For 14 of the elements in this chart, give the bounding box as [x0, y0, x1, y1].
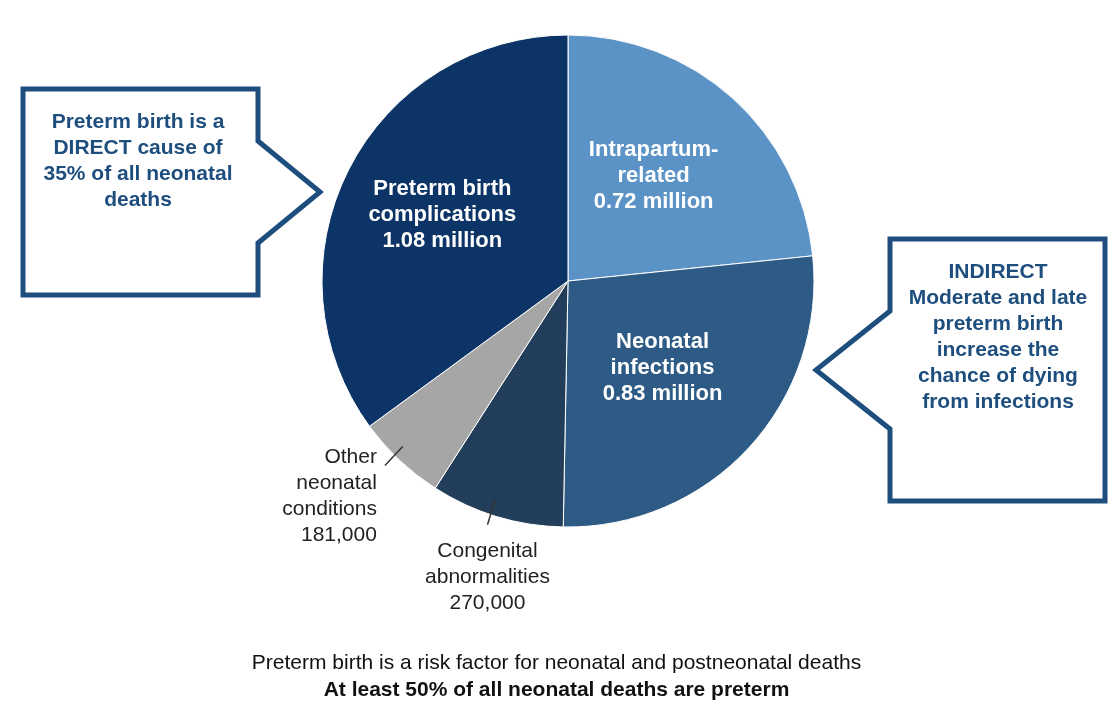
- data-label: 0.83 million: [602, 379, 723, 405]
- text: Preterm birth is a risk factor for neonatal and postneonatal deaths: [250, 649, 863, 675]
- slice-label: Congenital abnormalities: [425, 537, 550, 587]
- text: INDIRECT Moderate and late preterm birth increase the chance of dying from infections: [908, 258, 1088, 414]
- slice-label: Preterm birth complications: [368, 174, 517, 226]
- text: At least 50% of all neonatal deaths are preterm: [322, 676, 791, 702]
- data-label: 1.08 million: [382, 226, 503, 252]
- text: Preterm birth is a DIRECT cause of 35% of all neonatal deaths: [43, 108, 233, 212]
- data-label: 0.72 million: [593, 187, 714, 213]
- slice-label: Intrapartum-related: [588, 135, 719, 187]
- slice-label: Other neonatal conditions: [282, 443, 377, 519]
- data-label: 181,000: [300, 521, 377, 545]
- data-label: 270,000: [449, 589, 526, 613]
- slice-label: Neonatal infections: [610, 327, 715, 379]
